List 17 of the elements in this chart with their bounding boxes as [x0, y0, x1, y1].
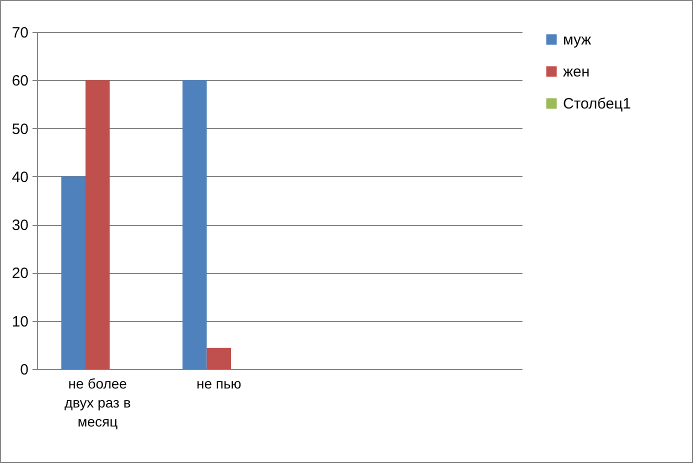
- legend-label: муж: [563, 32, 592, 48]
- y-tick-label: 20: [12, 265, 28, 282]
- x-tick-label: не более двух раз в месяц: [64, 376, 131, 430]
- x-tick-label: не пью: [196, 376, 242, 392]
- bar: [182, 80, 207, 369]
- y-tick-label: 0: [20, 362, 28, 378]
- y-tick-label: 40: [12, 168, 28, 186]
- bar: [206, 348, 231, 369]
- y-tick-label: 70: [12, 24, 28, 42]
- y-tick-label: 50: [12, 120, 28, 138]
- legend-label: Столбец1: [563, 96, 631, 112]
- y-tick-label: 60: [12, 72, 28, 90]
- bar: [61, 176, 86, 369]
- y-tick-label: 30: [12, 217, 28, 234]
- bar: [86, 80, 110, 369]
- legend-label: жен: [563, 64, 590, 80]
- y-tick-label: 10: [12, 313, 28, 330]
